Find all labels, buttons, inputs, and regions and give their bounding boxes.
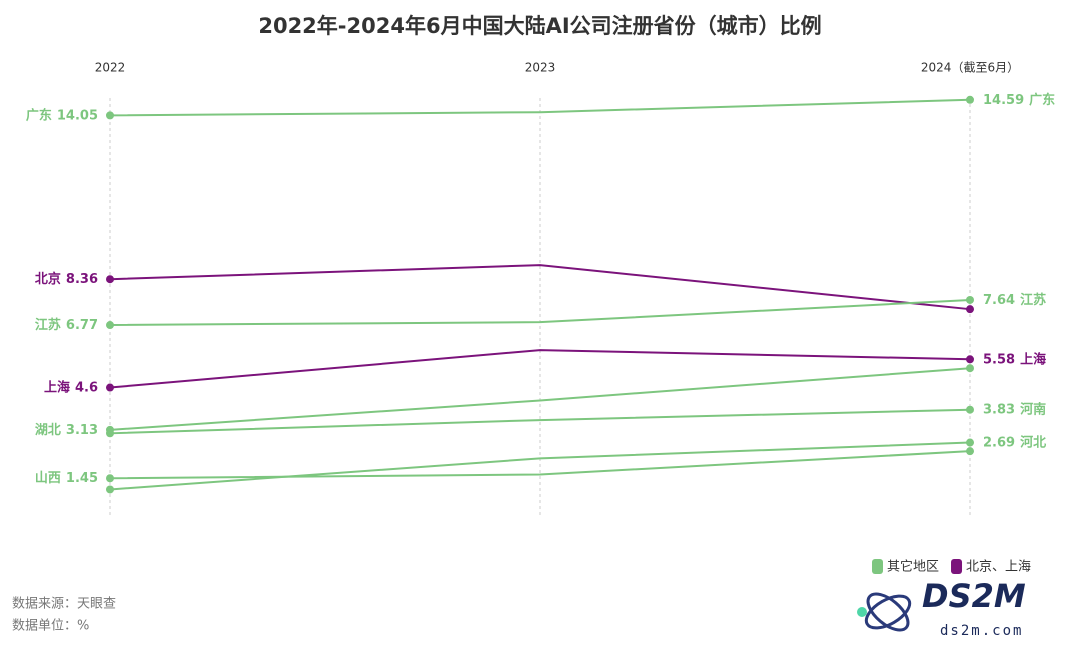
x-tick-label: 2024（截至6月） (921, 61, 1019, 75)
point (106, 275, 114, 284)
series-name: 上海 (44, 379, 70, 395)
point-label: 2.69 河北 (983, 434, 1046, 450)
point (966, 405, 974, 414)
point-label: 5.58 上海 (983, 351, 1046, 367)
series-name: 江苏 (1020, 291, 1046, 307)
point (106, 429, 114, 438)
value-label: 5.58 (983, 352, 1015, 367)
series-name: 湖北 (35, 422, 61, 437)
series-name: 北京 (35, 271, 61, 287)
unit: 数据单位：% (12, 619, 89, 634)
point-label: 14.59 广东 (983, 91, 1055, 107)
legend-swatch (951, 559, 963, 574)
value-label: 7.64 (983, 292, 1015, 307)
logo: DS2M ds2m.com (857, 577, 1026, 639)
series-name: 广东 (26, 107, 52, 123)
point (966, 95, 974, 104)
series-name: 上海 (1020, 351, 1046, 367)
value-label: 4.6 (75, 380, 98, 395)
slope-line (109, 349, 971, 389)
legend-swatch (872, 559, 883, 574)
value-label: 2.69 (983, 435, 1015, 450)
point (106, 383, 114, 392)
series-name: 河南 (1020, 401, 1046, 417)
value-label: 8.36 (66, 272, 98, 287)
point (966, 355, 974, 364)
x-tick-label: 2023 (525, 61, 556, 75)
value-label: 14.59 (983, 92, 1024, 107)
slope-line (109, 298, 971, 327)
point-label: 江苏 6.77 (35, 317, 98, 333)
point-label: 山西 1.45 (35, 470, 98, 486)
series-name: 江苏 (35, 317, 61, 333)
value-label: 3.83 (983, 402, 1015, 417)
value-label: 1.45 (66, 471, 98, 486)
chart-title: 2022年-2024年6月中国大陆AI公司注册省份（城市）比例 (258, 14, 821, 38)
value-label: 6.77 (66, 318, 98, 333)
value-label: 14.05 (57, 108, 98, 123)
point (966, 438, 974, 447)
value-label: 3.13 (66, 422, 98, 437)
logo-url: ds2m.com (940, 623, 1023, 639)
slope-line (109, 450, 971, 480)
point (106, 111, 114, 120)
point-label: 7.64 江苏 (983, 291, 1046, 307)
legend-label: 北京、上海 (966, 560, 1031, 575)
logo-text: DS2M (922, 577, 1026, 615)
point-label: 3.83 河南 (983, 401, 1046, 417)
slope-line (109, 98, 971, 117)
slope-line (109, 367, 971, 431)
point (966, 447, 974, 456)
series-name: 河北 (1020, 434, 1046, 450)
point (106, 321, 114, 330)
series-name: 广东 (1029, 91, 1055, 107)
series-name: 山西 (35, 470, 61, 486)
slope-line (109, 264, 971, 311)
point-label: 上海 4.6 (44, 379, 98, 395)
source: 数据来源：天眼查 (12, 597, 116, 612)
point (106, 485, 114, 494)
slope-line (109, 408, 971, 435)
point (966, 305, 974, 314)
point-label: 广东 14.05 (26, 107, 98, 123)
point (966, 364, 974, 373)
point-label: 湖北 3.13 (35, 422, 98, 437)
x-tick-label: 2022 (95, 61, 126, 75)
point (106, 474, 114, 483)
point-label: 北京 8.36 (35, 271, 98, 287)
point (966, 295, 974, 304)
legend-label: 其它地区 (887, 559, 939, 575)
slope-line (109, 441, 971, 491)
